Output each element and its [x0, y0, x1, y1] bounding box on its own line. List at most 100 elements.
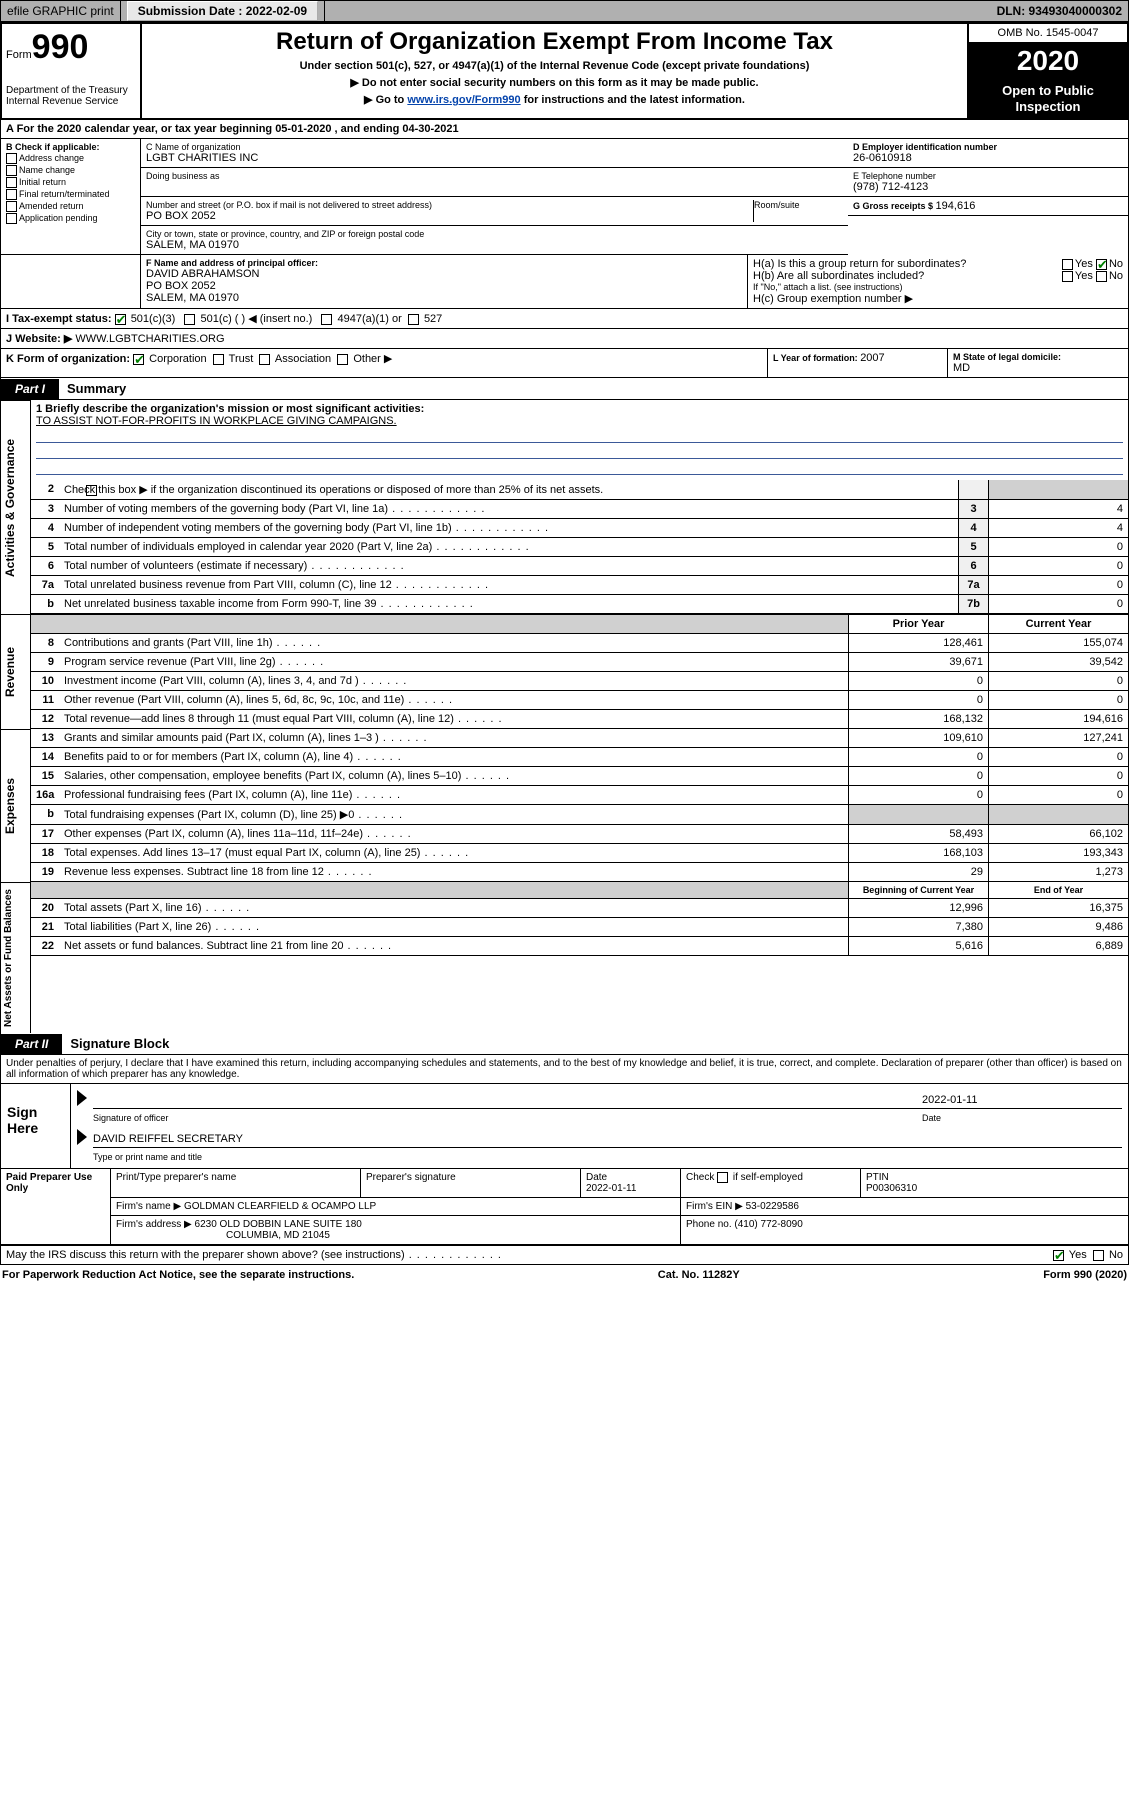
mission-text: TO ASSIST NOT-FOR-PROFITS IN WORKPLACE G… — [36, 415, 1123, 427]
efile-label: efile GRAPHIC print — [1, 1, 121, 21]
form-subtitle: Under section 501(c), 527, or 4947(a)(1)… — [146, 60, 963, 72]
prep-date: 2022-01-11 — [586, 1183, 675, 1194]
check-app-pending[interactable] — [6, 213, 17, 224]
discuss-no[interactable] — [1093, 1250, 1104, 1261]
line-row: 11 Other revenue (Part VIII, column (A),… — [31, 691, 1128, 710]
box-k: K Form of organization: Corporation Trus… — [1, 349, 768, 378]
page-footer: For Paperwork Reduction Act Notice, see … — [0, 1265, 1129, 1285]
form-header: Form990 Department of the Treasury Inter… — [0, 22, 1129, 120]
line-row: 14 Benefits paid to or for members (Part… — [31, 748, 1128, 767]
footer-right: Form 990 (2020) — [1043, 1269, 1127, 1281]
ptin-value: P00306310 — [866, 1183, 1123, 1194]
check-assoc[interactable] — [259, 354, 270, 365]
check-name-change[interactable] — [6, 165, 17, 176]
box-b: B Check if applicable: Address change Na… — [1, 139, 141, 255]
firm-addr-label: Firm's address ▶ — [116, 1219, 192, 1230]
gross-label: G Gross receipts $ — [853, 201, 936, 211]
ha-yes[interactable] — [1062, 259, 1073, 270]
box-b-label: B Check if applicable: — [6, 142, 135, 152]
check-other[interactable] — [337, 354, 348, 365]
dept-label: Department of the Treasury Internal Reve… — [6, 85, 136, 107]
check-self-employed[interactable] — [717, 1172, 728, 1183]
line-row: 8 Contributions and grants (Part VIII, l… — [31, 634, 1128, 653]
side-netassets: Net Assets or Fund Balances — [1, 882, 31, 1033]
governance-section: 1 Briefly describe the organization's mi… — [31, 400, 1128, 614]
check-address-change[interactable] — [6, 153, 17, 164]
ein-label: D Employer identification number — [853, 142, 1123, 152]
box-l: L Year of formation: 2007 — [768, 349, 948, 378]
line-row: 18 Total expenses. Add lines 13–17 (must… — [31, 844, 1128, 863]
hb-yes[interactable] — [1062, 271, 1073, 282]
irs-link[interactable]: www.irs.gov/Form990 — [407, 94, 520, 106]
ha-no[interactable] — [1096, 259, 1107, 270]
check-initial-return[interactable] — [6, 177, 17, 188]
line2-label: Check this box ▶ if the organization dis… — [59, 480, 958, 499]
check-final-return[interactable] — [6, 189, 17, 200]
firm-addr2: COLUMBIA, MD 21045 — [226, 1230, 675, 1241]
side-expenses: Expenses — [1, 729, 31, 882]
ptin-label: PTIN — [866, 1172, 1123, 1183]
form-word: Form — [6, 49, 32, 61]
part2-label: Part II — [1, 1034, 62, 1054]
dln-label: DLN: 93493040000302 — [991, 1, 1128, 21]
room-label: Room/suite — [754, 200, 843, 210]
omb-number: OMB No. 1545-0047 — [969, 24, 1127, 43]
line-row: 17 Other expenses (Part IX, column (A), … — [31, 825, 1128, 844]
period-a: A For the 2020 calendar year, or tax yea… — [1, 120, 1128, 139]
mission-label: 1 Briefly describe the organization's mi… — [36, 403, 1123, 415]
check-4947[interactable] — [321, 314, 332, 325]
org-address: PO BOX 2052 — [146, 210, 753, 222]
check-amended[interactable] — [6, 201, 17, 212]
side-revenue: Revenue — [1, 614, 31, 729]
preparer-left-label: Paid Preparer Use Only — [1, 1169, 111, 1245]
line-row: 5 Total number of individuals employed i… — [31, 538, 1128, 557]
header-title-cell: Return of Organization Exempt From Incom… — [141, 23, 968, 119]
col-current: Current Year — [988, 615, 1128, 633]
header-right-cell: OMB No. 1545-0047 2020 Open to Public In… — [968, 23, 1128, 119]
preparer-block: Paid Preparer Use Only Print/Type prepar… — [0, 1169, 1129, 1246]
check-501c[interactable] — [184, 314, 195, 325]
firm-name: GOLDMAN CLEARFIELD & OCAMPO LLP — [184, 1201, 376, 1212]
expenses-section: 13 Grants and similar amounts paid (Part… — [31, 729, 1128, 882]
prep-date-label: Date — [586, 1172, 675, 1183]
topbar: efile GRAPHIC print Submission Date : 20… — [0, 0, 1129, 22]
box-c: C Name of organization LGBT CHARITIES IN… — [141, 139, 848, 255]
form-number-cell: Form990 Department of the Treasury Inter… — [1, 23, 141, 119]
part1-bar: Part I Summary — [0, 378, 1129, 400]
line-row: b Net unrelated business taxable income … — [31, 595, 1128, 614]
ha-label: H(a) Is this a group return for subordin… — [753, 258, 1062, 270]
phone-label: E Telephone number — [853, 171, 1123, 181]
line-row: 9 Program service revenue (Part VIII, li… — [31, 653, 1128, 672]
footer-mid: Cat. No. 11282Y — [658, 1269, 740, 1281]
sig-label: Signature of officer — [93, 1113, 922, 1123]
addr-label: Number and street (or P.O. box if mail i… — [146, 200, 753, 210]
line-row: 19 Revenue less expenses. Subtract line … — [31, 863, 1128, 882]
sign-date: 2022-01-11 — [922, 1094, 1122, 1106]
part1-title: Summary — [59, 378, 134, 399]
check-corp[interactable] — [133, 354, 144, 365]
discuss-label: May the IRS discuss this return with the… — [6, 1249, 502, 1261]
check-discontinued[interactable] — [86, 485, 97, 496]
col-prior: Prior Year — [848, 615, 988, 633]
firm-phone-label: Phone no. — [686, 1219, 732, 1230]
org-info-block: B Check if applicable: Address change Na… — [0, 139, 1129, 255]
line-row: 10 Investment income (Part VIII, column … — [31, 672, 1128, 691]
hb-no[interactable] — [1096, 271, 1107, 282]
side-governance: Activities & Governance — [1, 400, 31, 614]
check-trust[interactable] — [213, 354, 224, 365]
org-city: SALEM, MA 01970 — [146, 239, 843, 251]
header-line1: ▶ Do not enter social security numbers o… — [146, 76, 963, 89]
check-527[interactable] — [408, 314, 419, 325]
website-url: WWW.LGBTCHARITIES.ORG — [75, 333, 224, 345]
sign-here-label: Sign Here — [1, 1084, 71, 1168]
firm-ein-label: Firm's EIN ▶ — [686, 1201, 743, 1212]
header-line2: ▶ Go to www.irs.gov/Form990 for instruct… — [146, 93, 963, 106]
firm-ein: 53-0229586 — [746, 1201, 799, 1212]
submission-date-button[interactable]: Submission Date : 2022-02-09 — [127, 1, 318, 21]
col-eoy: End of Year — [988, 882, 1128, 898]
typed-name-label: Type or print name and title — [93, 1152, 1122, 1162]
check-501c3[interactable] — [115, 314, 126, 325]
officer-group-block: F Name and address of principal officer:… — [0, 255, 1129, 309]
discuss-yes[interactable] — [1053, 1250, 1064, 1261]
box-f: F Name and address of principal officer:… — [141, 255, 748, 309]
